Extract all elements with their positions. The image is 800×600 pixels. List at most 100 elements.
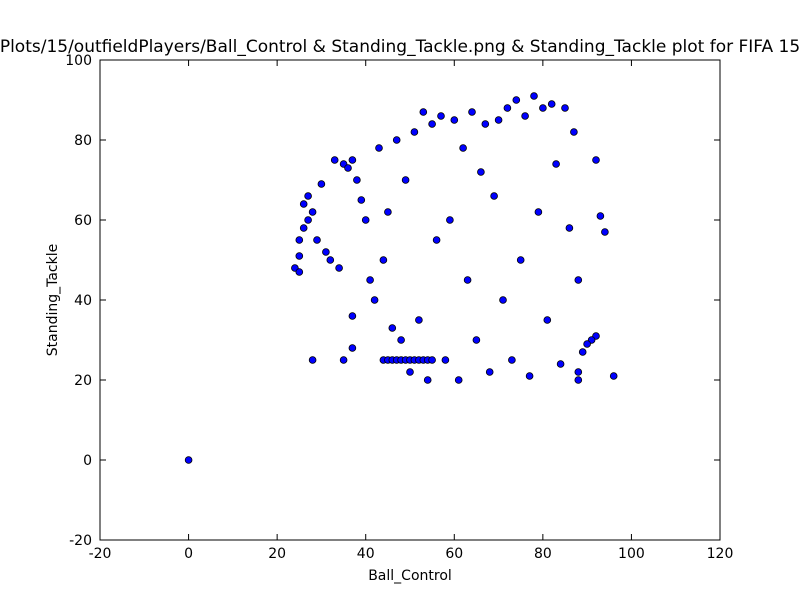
data-point-60 <box>468 108 476 116</box>
y-tick-label: 100 <box>65 53 92 69</box>
data-point-83 <box>570 128 578 136</box>
x-tick-label: 40 <box>357 546 375 562</box>
y-tick-label: 60 <box>74 213 92 229</box>
data-point-55 <box>446 216 454 224</box>
data-point-47 <box>410 128 419 136</box>
data-point-0 <box>184 456 193 464</box>
data-point-72 <box>521 112 529 120</box>
data-point-10 <box>574 368 583 376</box>
data-point-71 <box>516 256 525 264</box>
data-point-18 <box>295 252 304 260</box>
data-point-48 <box>415 316 423 324</box>
plot-background <box>100 60 720 540</box>
data-point-24 <box>308 208 317 216</box>
data-point-45 <box>401 176 410 184</box>
data-point-81 <box>561 104 569 112</box>
data-point-26 <box>317 180 326 188</box>
data-point-77 <box>543 316 552 324</box>
data-point-37 <box>366 276 374 284</box>
chart-title: Plots/15/outfieldPlayers/Ball_Control & … <box>0 37 800 57</box>
data-point-56 <box>450 116 459 124</box>
data-point-13 <box>339 356 348 364</box>
data-point-82 <box>565 224 574 232</box>
data-point-95 <box>428 356 436 364</box>
data-point-22 <box>304 192 312 200</box>
data-point-2 <box>601 228 609 236</box>
data-point-74 <box>530 92 538 100</box>
data-point-51 <box>428 120 436 128</box>
data-point-43 <box>392 136 401 144</box>
data-point-70 <box>512 96 521 104</box>
data-point-63 <box>481 120 490 128</box>
data-point-25 <box>313 236 321 244</box>
y-axis-label: Standing_Tackle <box>45 244 61 357</box>
data-point-17 <box>295 268 304 276</box>
data-point-59 <box>463 276 472 284</box>
data-point-46 <box>406 368 414 376</box>
data-point-32 <box>344 164 352 172</box>
data-point-65 <box>490 192 498 200</box>
data-point-8 <box>578 348 587 356</box>
x-axis-label: Ball_Control <box>368 568 452 584</box>
x-tick-label: 60 <box>445 546 463 562</box>
data-point-44 <box>397 336 405 344</box>
x-tick-label: 100 <box>618 546 645 562</box>
data-points <box>184 92 618 464</box>
data-point-49 <box>419 108 428 116</box>
data-point-52 <box>432 236 441 244</box>
y-tick-label: 80 <box>74 133 92 149</box>
data-point-4 <box>592 156 600 164</box>
data-point-34 <box>353 176 361 184</box>
data-point-76 <box>539 104 547 112</box>
data-point-12 <box>308 356 317 364</box>
x-tick-label: 120 <box>707 546 734 562</box>
plot-frame <box>99 59 721 541</box>
data-point-57 <box>454 376 463 384</box>
data-point-9 <box>574 276 583 284</box>
x-tick-label: 0 <box>184 546 193 562</box>
plot-area: -20 0 20 40 60 80 100 120 -20 0 20 40 60 80 100 <box>65 53 733 562</box>
data-point-40 <box>379 256 388 264</box>
y-tick-label: 0 <box>83 453 92 469</box>
data-point-75 <box>534 208 543 216</box>
y-tick-label: -20 <box>69 533 92 549</box>
x-tick-label: 20 <box>268 546 286 562</box>
data-point-67 <box>499 296 507 304</box>
data-point-62 <box>477 168 485 176</box>
data-point-19 <box>295 236 304 244</box>
data-point-42 <box>388 324 397 332</box>
data-point-21 <box>299 200 308 208</box>
y-tick-label: 40 <box>74 293 92 309</box>
data-point-29 <box>330 156 339 164</box>
x-tick-label: -20 <box>89 546 112 562</box>
data-point-61 <box>472 336 481 344</box>
data-point-58 <box>459 144 467 152</box>
data-point-36 <box>361 216 370 224</box>
data-point-3 <box>596 212 605 220</box>
data-point-64 <box>485 368 494 376</box>
data-point-28 <box>326 256 335 264</box>
data-point-80 <box>556 360 565 368</box>
data-point-53 <box>437 112 445 120</box>
data-point-50 <box>423 376 432 384</box>
data-point-1 <box>609 372 618 380</box>
data-point-15 <box>348 312 357 320</box>
data-point-79 <box>552 160 560 168</box>
data-point-30 <box>335 264 343 272</box>
data-point-38 <box>370 296 379 304</box>
data-point-66 <box>494 116 503 124</box>
data-point-35 <box>357 196 366 204</box>
data-point-68 <box>503 104 512 112</box>
x-tick-label: 80 <box>534 546 552 562</box>
data-point-54 <box>441 356 450 364</box>
data-point-39 <box>375 144 383 152</box>
data-point-20 <box>299 224 308 232</box>
data-point-7 <box>583 340 591 348</box>
data-point-41 <box>384 208 392 216</box>
data-point-78 <box>547 100 556 108</box>
data-point-14 <box>348 344 357 352</box>
data-point-27 <box>322 248 330 256</box>
data-point-33 <box>348 156 357 164</box>
data-point-69 <box>508 356 516 364</box>
y-tick-label: 20 <box>74 373 92 389</box>
